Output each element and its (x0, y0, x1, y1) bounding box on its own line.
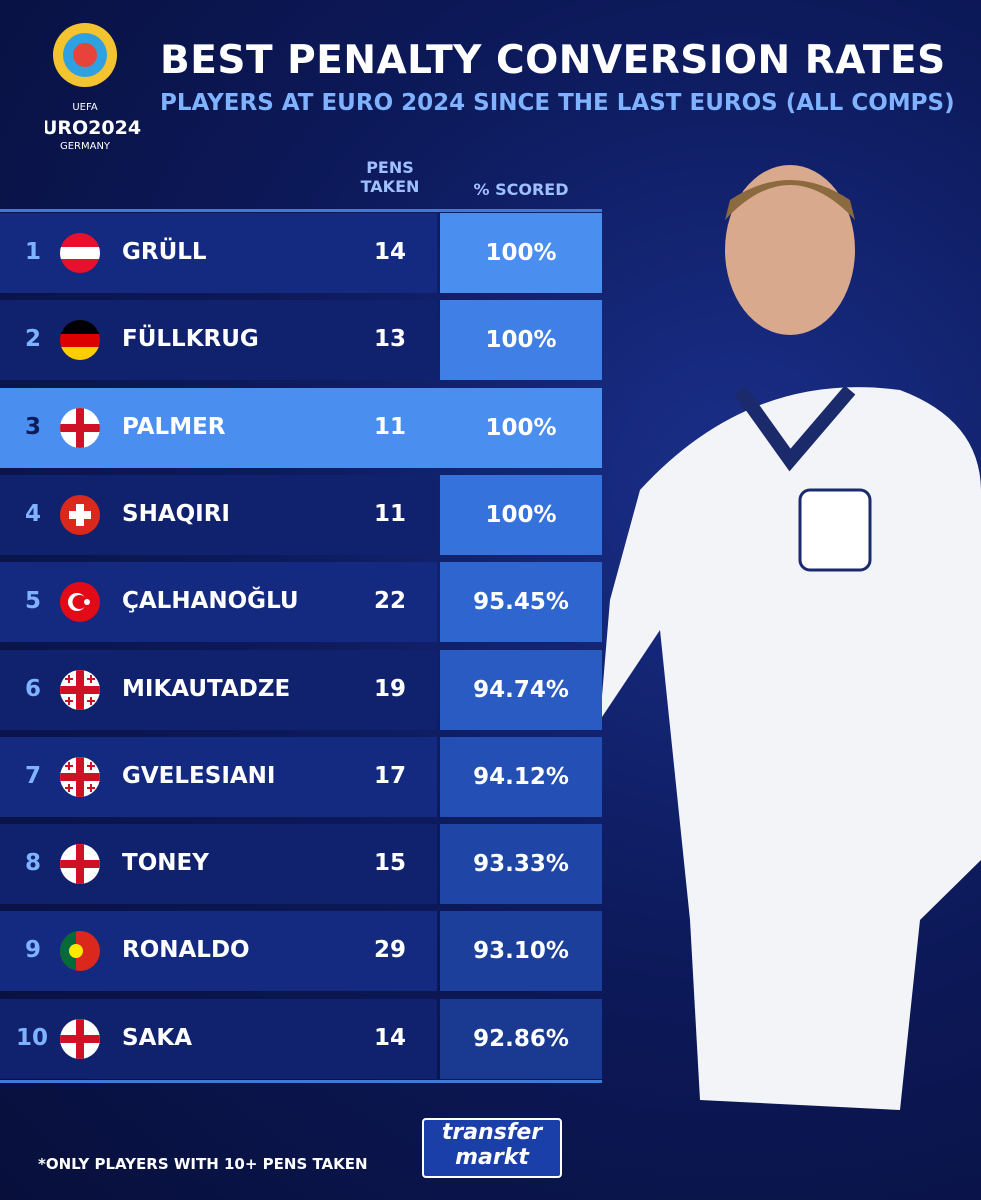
flag-part (60, 772, 100, 781)
pens-taken: 15 (373, 850, 406, 877)
pct-scored: 100% (440, 300, 602, 381)
rank: 10 (16, 1024, 49, 1051)
pct-scored: 92.86% (440, 998, 602, 1079)
table-row: 5 ÇALHANOĞLU 22 (0, 562, 437, 643)
flag-part (60, 1034, 100, 1043)
table-row: 2 FÜLLKRUG 13 (0, 300, 437, 381)
pens-taken: 13 (373, 326, 406, 353)
pens-taken: 19 (373, 675, 406, 702)
pens-taken: 14 (373, 239, 406, 265)
rank: 6 (25, 675, 42, 702)
flag-part (60, 247, 100, 259)
flag (60, 233, 100, 273)
rank: 9 (25, 937, 42, 964)
brand-text: markt (455, 1145, 529, 1170)
rank: 4 (25, 500, 42, 527)
logo-country: GERMANY (60, 141, 111, 152)
pct-scored: 93.10% (440, 911, 602, 992)
pct-scored: 100% (440, 387, 602, 468)
player-name: GRÜLL (122, 239, 207, 265)
flag-part (69, 944, 83, 959)
logo-trophy (73, 43, 97, 67)
player-name: GVELESIANI (122, 762, 276, 789)
rank: 2 (25, 326, 42, 353)
rank: 5 (25, 588, 42, 615)
pct-scored: 100% (440, 213, 602, 293)
flag-part (60, 685, 100, 694)
footnote: *ONLY PLAYERS WITH 10+ PENS TAKEN (38, 1155, 368, 1173)
flag (60, 844, 100, 885)
table-row: 9 RONALDO 29 (0, 911, 437, 992)
pens-taken: 11 (373, 500, 406, 527)
flag-part (60, 860, 100, 869)
player-photo (600, 165, 981, 1110)
brand-text: transfer (441, 1120, 543, 1145)
pens-taken: 14 (373, 1024, 406, 1051)
rule (0, 1080, 602, 1083)
pct-scored: 100% (440, 474, 602, 555)
table-row: 7 GVELESIANI 17 (0, 736, 437, 817)
flag-part (68, 783, 70, 792)
flag (60, 669, 100, 710)
flag (60, 582, 100, 623)
pct-scored: 94.12% (440, 736, 602, 817)
pens-taken: 29 (373, 937, 406, 964)
flag-part (69, 510, 91, 519)
flag-part (68, 696, 70, 705)
flag-part (90, 696, 92, 705)
column-header: PENS TAKEN (360, 158, 420, 196)
player-name: TONEY (122, 850, 209, 877)
flag-part (72, 595, 87, 610)
flag-part (68, 761, 70, 770)
flag-part (90, 674, 92, 683)
rank: 1 (25, 239, 42, 265)
table-row: 1 GRÜLL 14 (0, 213, 437, 293)
flag-part (90, 783, 92, 792)
pens-taken: 11 (373, 413, 406, 440)
column-header: % SCORED (473, 180, 569, 199)
rank: 8 (25, 850, 42, 877)
flag-part (60, 347, 100, 361)
pct-scored: 93.33% (440, 824, 602, 905)
flag-part (68, 674, 70, 683)
flag (60, 931, 100, 972)
player-name: RONALDO (122, 937, 250, 964)
title: BEST PENALTY CONVERSION RATES (160, 38, 946, 83)
player-name: SAKA (122, 1024, 192, 1051)
flag-part (60, 423, 100, 432)
logo-org: UEFA (72, 102, 97, 113)
pct-scored: 94.74% (440, 649, 602, 730)
player-name: FÜLLKRUG (122, 326, 259, 353)
rank: 7 (25, 762, 42, 789)
table-row: 10 SAKA 14 (0, 998, 437, 1079)
table-row: 6 MIKAUTADZE 19 (0, 649, 437, 730)
pens-taken: 17 (373, 762, 406, 789)
player-name: PALMER (122, 413, 226, 440)
flag (60, 320, 100, 361)
flag (60, 756, 100, 797)
table-row: 8 TONEY 15 (0, 824, 437, 905)
flag-part (84, 599, 90, 606)
rank: 3 (25, 413, 42, 440)
subtitle: PLAYERS AT EURO 2024 SINCE THE LAST EURO… (160, 90, 955, 116)
flag (60, 1018, 100, 1059)
player-name: SHAQIRI (122, 500, 230, 527)
flag (60, 494, 100, 535)
flag-part (90, 761, 92, 770)
flag (60, 407, 100, 448)
pens-taken: 22 (373, 588, 406, 615)
pct-scored: 95.45% (440, 562, 602, 643)
flag-part (60, 320, 100, 335)
rule (0, 209, 602, 212)
brand: transfer markt (422, 1118, 562, 1178)
player-name: MIKAUTADZE (122, 675, 291, 702)
flag-part (60, 334, 100, 348)
flag-part (60, 931, 76, 972)
player-name: ÇALHANOĞLU (122, 588, 299, 615)
table-row: 4 SHAQIRI 11 (0, 474, 437, 555)
